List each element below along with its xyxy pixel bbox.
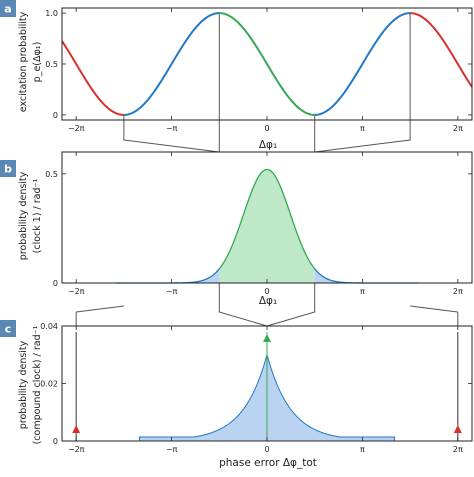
spike-arrow-red: [453, 425, 462, 433]
x-tick-label-b: −2π: [68, 287, 85, 296]
connector-b-c-left: [218, 283, 268, 327]
x-tick-label-c: −π: [166, 445, 178, 454]
connector-lines: [75, 13, 459, 327]
panel-b: b probability density (clock 1) / rad⁻¹ …: [0, 151, 473, 307]
panel-b-ylabel-line2: (clock 1) / rad⁻¹: [32, 178, 43, 253]
curve-segment-red: [410, 12, 473, 88]
x-tick-label-b: 2π: [453, 287, 463, 296]
y-tick-label-a: 0: [53, 111, 58, 120]
central-area: [219, 169, 315, 283]
central-curve: [218, 168, 316, 270]
y-tick-label-a: 0.5: [45, 60, 58, 69]
panel-c: c probability density (compound clock) /…: [0, 320, 473, 469]
x-tick-label-a: −2π: [68, 124, 85, 133]
x-tick-label-a: 2π: [453, 124, 463, 133]
y-tick-label-b: 0.5: [45, 170, 58, 179]
panel-a-letter-box: [0, 0, 16, 17]
y-tick-label-c: 0.02: [40, 380, 58, 389]
panel-b-letter: b: [4, 163, 12, 176]
curve-segment-blue: [314, 12, 411, 116]
panel-c-letter-box: [0, 320, 16, 337]
connector-b-c-right: [266, 283, 316, 327]
x-tick-label-c: π: [360, 445, 365, 454]
curve-segment-blue: [123, 12, 220, 116]
x-tick-label-c: −2π: [68, 445, 85, 454]
x-tick-label-a: 0: [264, 124, 269, 133]
panel-a-ylabel-line2: p_e(Δφ₁): [32, 42, 43, 83]
x-tick-label-b: −π: [166, 287, 178, 296]
x-tick-label-c: 0: [264, 445, 269, 454]
connector-a-b-left-outer: [123, 120, 220, 153]
connector-b-c-outer-left: [76, 305, 124, 313]
plot-area-c: −2π −π 0 π 2π 0 0.02 0.04: [40, 322, 473, 454]
spike-arrow-green: [263, 334, 271, 342]
plot-area-b: −2π −π 0 π 2π 0 0.5: [45, 151, 473, 296]
tail-area-left: [115, 268, 220, 283]
x-tick-label-b: 0: [264, 287, 269, 296]
panel-b-ylabel-line1: probability density: [18, 171, 29, 260]
panel-c-letter: c: [5, 323, 12, 336]
curve-segment-red: [61, 40, 124, 116]
connector-b-c-outer-right: [410, 305, 458, 313]
spike-arrow-red: [72, 425, 81, 433]
tail-area-right: [314, 268, 419, 283]
panel-a-letter: a: [4, 3, 11, 16]
x-tick-label-b: π: [360, 287, 365, 296]
y-tick-label-c: 0: [53, 437, 58, 446]
panel-a-ylabel-line1: excitation probability: [18, 11, 29, 112]
x-tick-label-a: −π: [166, 124, 178, 133]
panel-c-ylabel-line2: (compound clock) / rad⁻¹: [32, 325, 43, 444]
panel-b-letter-box: [0, 160, 16, 177]
curve-segment-green: [219, 12, 315, 116]
x-tick-label-c: 2π: [453, 445, 463, 454]
y-tick-label-b: 0: [53, 279, 58, 288]
panel-b-xlabel: Δφ₁: [259, 295, 277, 307]
panel-a-xlabel: Δφ₁: [259, 139, 277, 151]
connector-a-b-right-outer: [314, 120, 411, 153]
panel-c-ylabel-line1: probability density: [18, 340, 29, 429]
y-tick-label-c: 0.04: [40, 322, 58, 331]
x-tick-label-a: π: [360, 124, 365, 133]
plot-area-a: −2π −π 0 π 2π 0 0.5 1.0: [45, 7, 473, 133]
y-tick-label-a: 1.0: [45, 9, 58, 18]
panel-a: a excitation probability p_e(Δφ₁) Δφ₁ −2…: [0, 0, 473, 151]
panel-c-xlabel: phase error Δφ_tot: [219, 457, 317, 469]
